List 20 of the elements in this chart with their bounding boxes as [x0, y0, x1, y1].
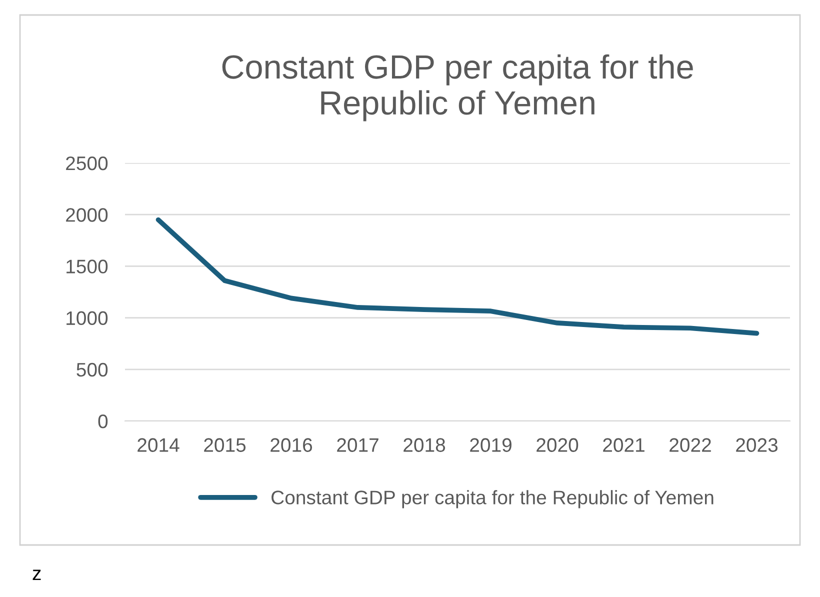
x-tick-label: 2014 [138, 438, 180, 452]
x-tick-label: 2015 [204, 438, 246, 452]
y-tick-label: 1500 [66, 260, 108, 274]
x-tick-label: 2016 [270, 438, 312, 452]
y-tick-label: 2000 [66, 208, 108, 222]
text: z [32, 570, 41, 580]
y-tick-label: 500 [76, 362, 108, 377]
line-series [156, 217, 760, 336]
x-tick-label: 2018 [404, 438, 446, 452]
x-tick-label: 2017 [337, 438, 378, 452]
legend-label: Constant GDP per capita for the Republic of Yemen [272, 490, 714, 508]
x-tick-label: 2023 [736, 438, 778, 452]
x-tick-label: 2019 [470, 438, 512, 452]
x-tick-label: 2021 [603, 438, 644, 452]
y-tick-label: 0 [98, 414, 108, 428]
y-tick-label: 1000 [66, 311, 108, 326]
y-tick-label: 2500 [66, 156, 108, 170]
chart-title: Constant GDP per capita for the Republic of Yemen [222, 54, 693, 122]
x-tick-label: 2022 [670, 438, 711, 452]
x-tick-label: 2020 [536, 438, 578, 452]
